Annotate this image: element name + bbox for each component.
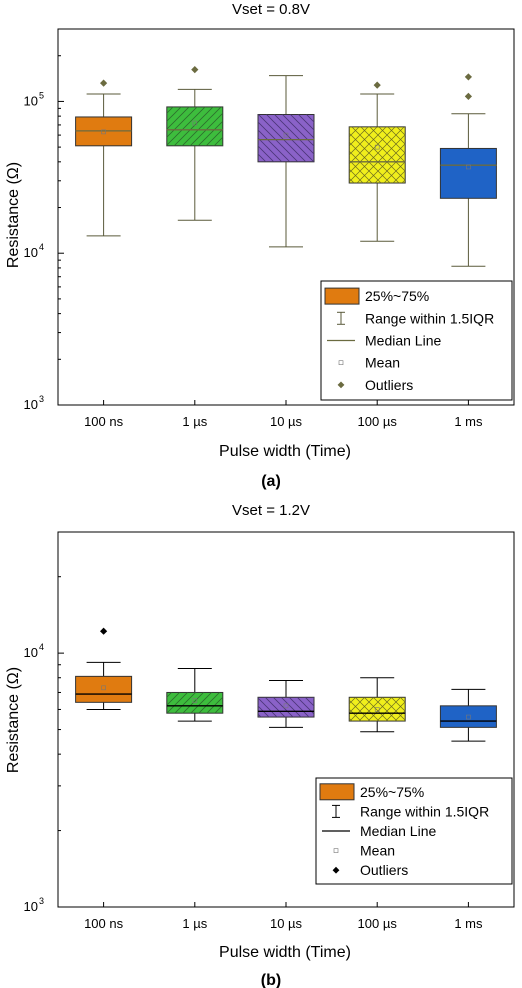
y-tick-exponent: 4: [39, 242, 44, 252]
x-tick-label: 1 ms: [454, 414, 483, 429]
x-tick-label: 1 µs: [182, 414, 207, 429]
mean-marker: [374, 707, 380, 712]
legend: 25%~75% Range within 1.5IQR Median Line Mea…: [320, 280, 513, 401]
box-2: [166, 66, 224, 221]
outlier-marker: [373, 81, 381, 89]
x-tick-label: 100 µs: [358, 414, 398, 429]
y-tick-exponent: 5: [39, 90, 44, 100]
box-body: [75, 675, 133, 703]
y-tick-exponent: 3: [39, 394, 44, 404]
box-body: [439, 705, 497, 728]
x-tick-label: 1 µs: [182, 916, 207, 931]
box-hatch: [349, 697, 406, 722]
y-tick-label: 10: [24, 245, 38, 260]
x-axis-label: Pulse width (Time): [219, 443, 351, 460]
legend-label: Mean: [360, 843, 395, 859]
mean-marker: [192, 698, 198, 703]
box-hatch: [258, 697, 314, 718]
outlier-marker: [464, 92, 472, 100]
box-4: [348, 81, 406, 242]
legend-mean-swatch: [338, 360, 344, 366]
y-tick-label: 10: [24, 899, 38, 914]
y-tick-exponent: 4: [39, 642, 44, 652]
box-3: [257, 75, 315, 248]
legend-mean-swatch: [333, 848, 339, 853]
chart-title: Vset = 1.2V: [232, 502, 310, 519]
box-5: [439, 73, 497, 267]
outlier-marker: [464, 73, 472, 81]
x-tick-label: 1 ms: [454, 916, 483, 931]
y-tick-label: 10: [24, 645, 38, 660]
legend-label: Median Line: [365, 333, 441, 349]
legend-label: Mean: [365, 355, 400, 371]
mean-marker: [466, 714, 471, 720]
legend-label: Outliers: [365, 377, 413, 393]
outlier-marker: [100, 627, 108, 635]
chart-title: Vset = 0.8V: [232, 1, 310, 18]
box-2: [166, 667, 224, 722]
y-tick-label: 10: [24, 397, 38, 412]
x-tick-label: 100 ns: [84, 916, 124, 931]
x-tick-label: 100 µs: [358, 916, 398, 931]
box-5: [439, 688, 497, 742]
legend-outlier-swatch: [332, 866, 340, 874]
mean-marker: [283, 703, 289, 709]
x-axis-label: Pulse width (Time): [219, 944, 351, 961]
mean-marker: [192, 120, 198, 126]
y-axis-label: Resistance (Ω): [5, 162, 22, 268]
legend: 25%~75% Range within 1.5IQR Median Line Mea…: [315, 777, 513, 885]
mean-marker: [374, 144, 380, 150]
chart-panel-b: Vset = 1.2V Resistance (Ω) Pulse width (…: [5, 502, 515, 988]
box-hatch: [166, 106, 223, 146]
legend-label: Range within 1.5IQR: [365, 310, 494, 326]
y-tick-label: 10: [24, 93, 38, 108]
legend-label: Range within 1.5IQR: [360, 803, 489, 819]
mean-marker: [283, 132, 289, 138]
mean-marker: [466, 164, 471, 170]
box-body: [439, 147, 497, 199]
legend-label: Outliers: [360, 862, 408, 878]
outlier-marker: [100, 79, 108, 87]
x-tick-label: 10 µs: [270, 414, 303, 429]
outlier-marker: [191, 66, 199, 74]
panel-label: (a): [261, 473, 281, 490]
box-hatch: [349, 126, 406, 184]
box-1: [75, 79, 133, 237]
legend-box-swatch: [324, 287, 360, 305]
box-3: [257, 680, 315, 728]
panel-label: (b): [261, 972, 281, 988]
box-4: [348, 677, 406, 733]
box-hatch: [258, 114, 314, 162]
legend-label: 25%~75%: [360, 784, 424, 800]
box-1: [75, 627, 133, 710]
legend-label: Median Line: [360, 823, 436, 839]
legend-box-swatch: [319, 783, 355, 801]
x-tick-label: 100 ns: [84, 414, 124, 429]
x-tick-label: 10 µs: [270, 916, 303, 931]
y-tick-exponent: 3: [39, 896, 44, 906]
legend-label: 25%~75%: [365, 288, 429, 304]
chart-panel-a: Vset = 0.8V Resistance (Ω) Pulse width (…: [5, 1, 515, 490]
legend-outlier-swatch: [337, 381, 345, 389]
mean-marker: [101, 129, 106, 135]
mean-marker: [101, 685, 106, 691]
y-axis-label: Resistance (Ω): [5, 667, 22, 773]
